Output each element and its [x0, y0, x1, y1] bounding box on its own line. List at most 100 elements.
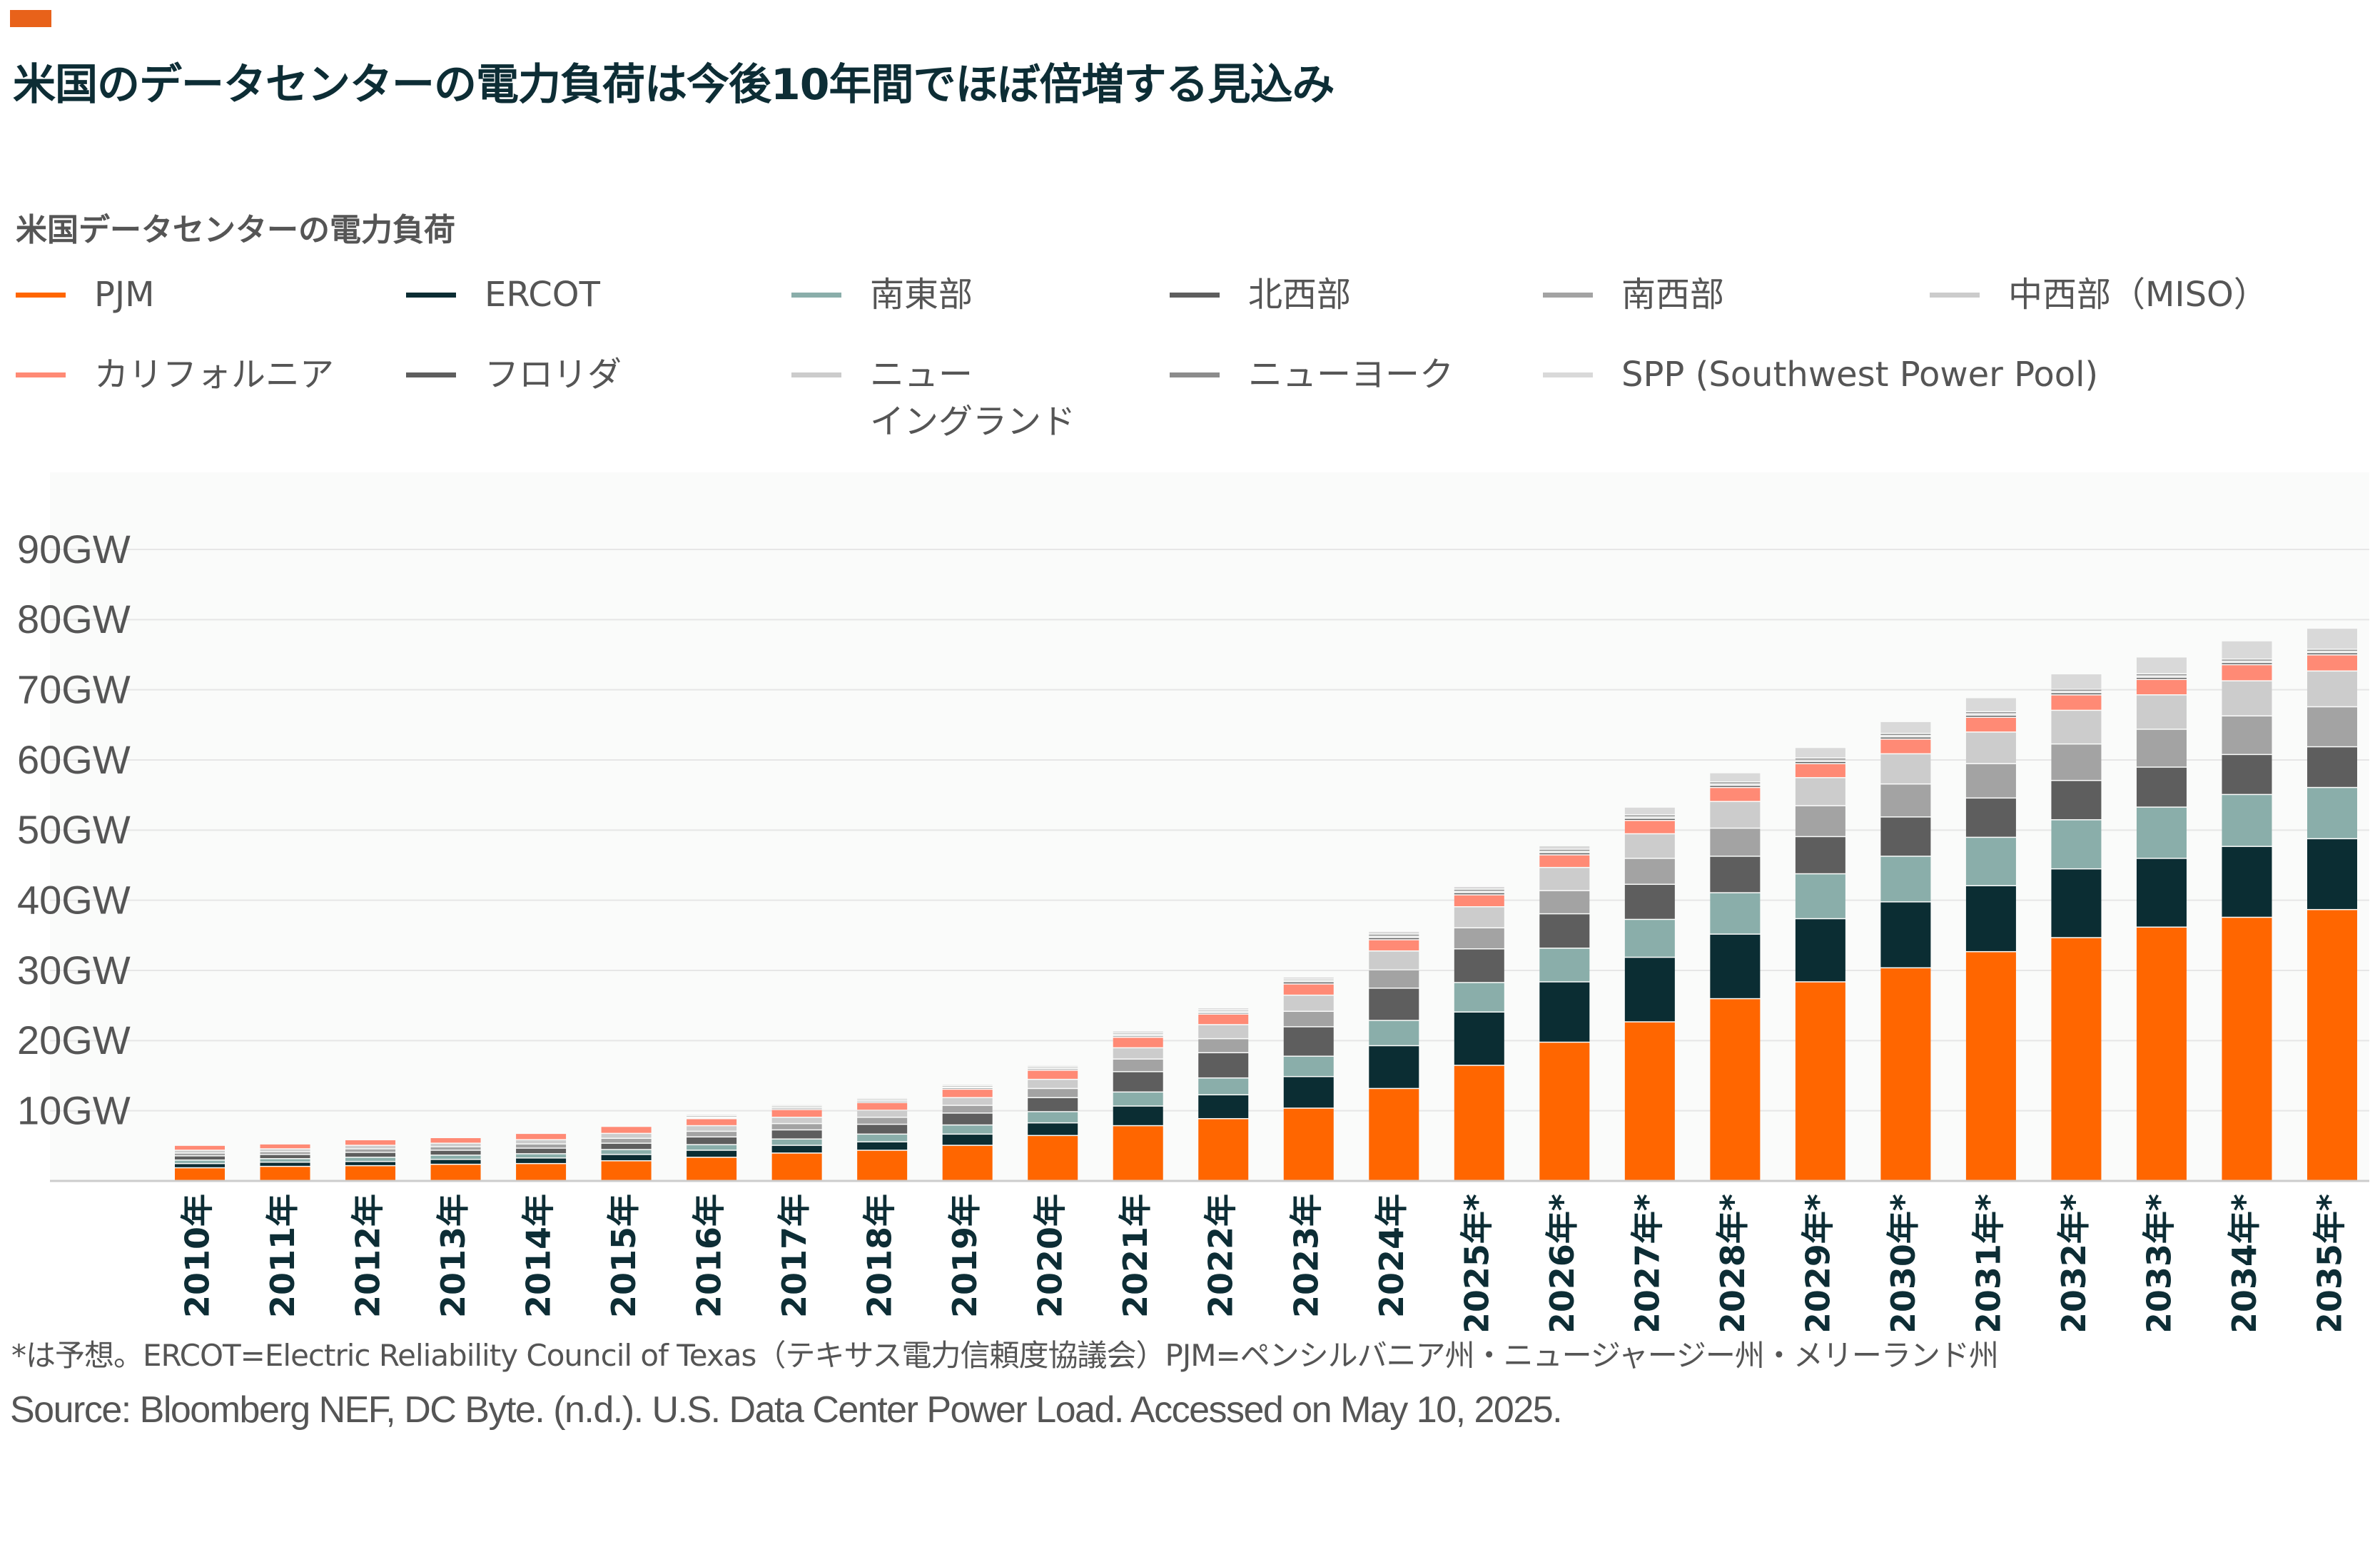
bar-segment	[2307, 629, 2357, 649]
bar-segment	[516, 1148, 567, 1154]
bar-segment	[1880, 784, 1931, 817]
x-tick-label: 2010年	[178, 1194, 217, 1318]
legend-swatch	[791, 372, 841, 377]
bar-segment	[2222, 663, 2272, 664]
bar-segment	[1880, 754, 1931, 783]
legend-swatch	[791, 293, 841, 298]
bar-segment	[1283, 1012, 1334, 1027]
bar-segment	[2051, 869, 2102, 938]
bar-segment	[601, 1134, 652, 1138]
bar-segment	[1795, 778, 1845, 806]
bar-segment	[1028, 1070, 1078, 1079]
bar-segment	[1454, 895, 1504, 906]
bar-segment	[1624, 818, 1675, 821]
bar-segment	[1113, 1106, 1163, 1125]
bar-segment	[1454, 983, 1504, 1012]
bar-segment	[2051, 781, 2102, 820]
bar-segment	[1539, 914, 1590, 948]
bar-segment	[345, 1166, 396, 1180]
legend-swatch	[16, 372, 66, 377]
bar-segment	[1028, 1123, 1078, 1135]
page-title: 米国のデータセンターの電力負荷は今後10年間でほぼ倍増する見込み	[13, 60, 1335, 110]
bar-segment	[601, 1161, 652, 1180]
y-tick-label: 40GW	[17, 877, 131, 922]
bar-segment	[2222, 918, 2272, 1180]
bar-segment	[260, 1149, 310, 1152]
bar-segment	[2222, 641, 2272, 659]
bar-segment	[175, 1168, 225, 1180]
bar-segment	[1369, 970, 1419, 988]
bar-segment	[1028, 1136, 1078, 1180]
legend-item: 中西部（MISO）	[1930, 271, 2268, 318]
bar-segment	[260, 1144, 310, 1149]
bar-segment	[1113, 1038, 1163, 1048]
bar-segment	[942, 1145, 993, 1180]
bar-segment	[2051, 711, 2102, 744]
bar-segment	[260, 1159, 310, 1162]
bar-segment	[1028, 1089, 1078, 1097]
bar-segment	[1965, 712, 2016, 714]
x-tick-label: 2030年*	[1884, 1194, 1923, 1331]
bar-segment	[601, 1127, 652, 1133]
bar-segment	[1965, 798, 2016, 837]
bar-segment	[1624, 920, 1675, 957]
bar-segment	[1965, 886, 2016, 951]
y-tick-label: 50GW	[17, 807, 131, 852]
bar-segment	[1880, 737, 1931, 739]
bar-segment	[771, 1110, 822, 1117]
bar-segment	[1624, 1022, 1675, 1180]
bar-segment	[2222, 716, 2272, 754]
bar-segment	[771, 1124, 822, 1130]
bar-segment	[175, 1156, 225, 1160]
legend-label: PJM	[94, 275, 155, 315]
bar-segment	[1454, 889, 1504, 891]
bar-segment	[1539, 846, 1590, 849]
bar-segment	[687, 1126, 737, 1131]
bar-segment	[1198, 1039, 1249, 1053]
legend-item: フロリダ	[406, 351, 622, 398]
bar-segment	[2051, 744, 2102, 780]
bar-segment	[1795, 874, 1845, 918]
bar-segment	[1710, 773, 1761, 781]
bar-segment	[2136, 807, 2187, 858]
bar-segment	[1198, 1014, 1249, 1025]
legend-label: 中西部（MISO）	[2008, 275, 2268, 315]
bar-segment	[1795, 982, 1845, 1180]
bar-segment	[2136, 928, 2187, 1180]
bar-segment	[1624, 858, 1675, 884]
legend-swatch	[16, 293, 66, 298]
bar-segment	[2136, 695, 2187, 729]
bar-segment	[1624, 885, 1675, 919]
bar-segment	[1454, 1013, 1504, 1065]
bar-segment	[1283, 1027, 1334, 1056]
bar-segment	[1028, 1097, 1078, 1112]
chart-legend: PJM ERCOT 南東部 北西部 南西部 中西部（MISO） カリフォルニア フロリダ ニュー…	[16, 271, 2371, 457]
bar-segment	[516, 1154, 567, 1158]
bar-segment	[175, 1150, 225, 1153]
x-tick-label: 2012年	[349, 1194, 388, 1318]
bar-segment	[1198, 1095, 1249, 1118]
bar-segment	[260, 1167, 310, 1180]
bar-segment	[2136, 679, 2187, 695]
bar-segment	[857, 1142, 908, 1150]
bar-segment	[1369, 931, 1419, 934]
bar-segment	[516, 1158, 567, 1163]
bar-segment	[516, 1134, 567, 1140]
bar-segment	[1710, 788, 1761, 801]
x-tick-label: 2031年*	[1969, 1194, 2007, 1331]
legend-label: カリフォルニア	[94, 355, 335, 395]
bar-segment	[1539, 868, 1590, 891]
bar-segment	[1539, 948, 1590, 982]
bar-segment	[1198, 1025, 1249, 1038]
legend-label: SPP (Southwest Power Pool)	[1621, 355, 2099, 395]
x-tick-label: 2024年	[1372, 1194, 1411, 1318]
legend-label: フロリダ	[485, 355, 622, 395]
bar-segment	[1880, 968, 1931, 1180]
legend-item: ニューヨーク	[1170, 351, 1454, 398]
bar-segment	[2051, 674, 2102, 689]
y-tick-label: 60GW	[17, 737, 131, 782]
bar-segment	[2222, 665, 2272, 681]
stacked-bar-chart: 10GW 20GW 30GW 40GW 50GW 60GW 70GW 80GW 90GW 2010…	[17, 472, 2369, 1331]
x-tick-label: 2027年*	[1628, 1194, 1666, 1331]
bar-segment	[1113, 1048, 1163, 1059]
